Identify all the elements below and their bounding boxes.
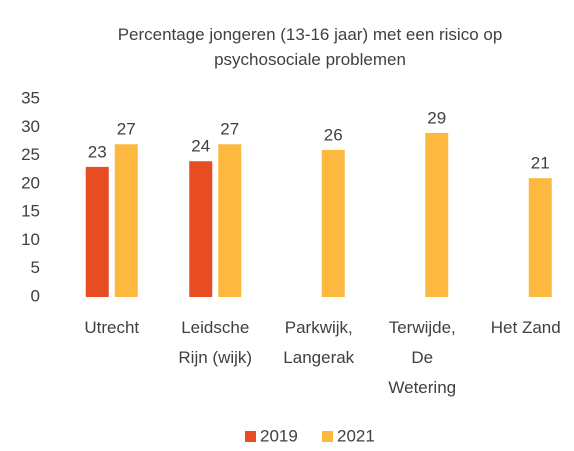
legend-swatch xyxy=(245,431,256,442)
value-label: 23 xyxy=(88,142,107,161)
x-tick-label: Parkwijk, Langerak xyxy=(283,318,355,367)
y-tick-label: 5 xyxy=(31,258,40,277)
bar xyxy=(528,178,552,297)
bar xyxy=(189,161,213,297)
value-label: 29 xyxy=(427,108,446,127)
y-tick-label: 15 xyxy=(21,202,40,221)
bar xyxy=(218,144,242,297)
y-tick-label: 30 xyxy=(21,117,40,136)
y-tick-label: 0 xyxy=(31,286,40,305)
x-tick-label: Utrecht xyxy=(84,318,140,337)
bar xyxy=(114,144,138,297)
y-tick-label: 25 xyxy=(21,145,40,164)
y-tick-label: 35 xyxy=(21,88,40,107)
value-label: 27 xyxy=(117,120,136,139)
chart-title: Percentage jongeren (13-16 jaar) met een… xyxy=(117,25,503,69)
bar xyxy=(425,132,449,297)
value-label: 26 xyxy=(324,125,343,144)
y-tick-label: 10 xyxy=(21,230,40,249)
legend-swatch xyxy=(322,431,333,442)
value-label: 27 xyxy=(220,120,239,139)
value-label: 21 xyxy=(531,154,550,173)
y-tick-label: 20 xyxy=(21,173,40,192)
bar xyxy=(85,166,109,297)
x-tick-label: Het Zand xyxy=(490,318,561,337)
legend-label: 2019 xyxy=(260,426,298,445)
legend-label: 2021 xyxy=(337,426,375,445)
x-tick-label: Leidsche Rijn (wijk) xyxy=(178,318,253,367)
value-label: 24 xyxy=(191,137,210,156)
x-tick-label: Terwijde, De Wetering xyxy=(388,318,457,397)
bar xyxy=(321,149,345,297)
